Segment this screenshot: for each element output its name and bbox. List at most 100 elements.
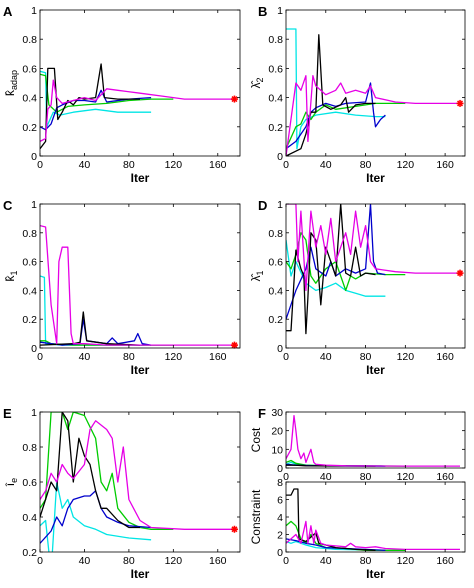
series-line-1: [286, 540, 386, 551]
axis-frame: [285, 9, 466, 157]
series-line-3: [40, 89, 152, 131]
y-tick-label: 0.2: [22, 314, 37, 326]
y-tick-label: 0: [277, 151, 283, 163]
x-tick-label: 40: [79, 555, 91, 567]
x-tick-label: 120: [165, 555, 183, 567]
y-tick-label: 0.2: [22, 122, 37, 134]
y-tick-label: 6: [277, 495, 283, 507]
y-axis-label: λ̂2: [249, 77, 265, 88]
x-tick-label: 40: [320, 471, 332, 483]
axis-frame: [285, 411, 466, 469]
chart-panel-f-constraint: 0 40 80 120 160 0 2 4 6 8 Iter Constraint: [249, 477, 466, 581]
y-tick-label: 0: [31, 151, 37, 163]
y-axis-label: Cost: [249, 427, 263, 452]
x-tick-label: 120: [397, 555, 415, 567]
series-line-5: [40, 79, 235, 142]
chart-panel-d: 0 40 80 120 160 0 0.2 0.4 0.6 0.8 1 Iter λ̂1 D: [249, 198, 466, 377]
y-tick-label: 0.4: [268, 93, 283, 105]
series-line-4: [286, 204, 376, 335]
y-tick-label: 0: [277, 547, 283, 559]
y-tick-label: 0: [277, 463, 283, 475]
y-axis-label: îe: [3, 478, 19, 487]
y-tick-label: 0.8: [268, 228, 283, 240]
y-axis-label: Constraint: [249, 489, 263, 544]
series-line-1: [40, 481, 152, 552]
axis-frame: [285, 203, 466, 349]
x-tick-label: 160: [436, 555, 454, 567]
panel-letter: B: [258, 4, 267, 19]
y-tick-label: 0.6: [268, 63, 283, 75]
y-tick-label: 0.8: [268, 34, 283, 46]
y-tick-label: 0.2: [22, 547, 37, 559]
x-tick-label: 120: [397, 471, 415, 483]
series-line-5: [286, 204, 460, 292]
x-axis-label: Iter: [131, 363, 150, 377]
x-tick-label: 80: [123, 159, 135, 171]
x-tick-label: 120: [165, 159, 183, 171]
x-tick-label: 0: [283, 159, 289, 171]
y-tick-label: 10: [271, 444, 283, 456]
y-tick-label: 0: [277, 343, 283, 355]
series-line-5: [286, 75, 460, 156]
x-tick-label: 120: [397, 351, 415, 363]
chart-panel-c: 0 40 80 120 160 0 0.2 0.4 0.6 0.8 1 Iter k̂1 C: [3, 198, 241, 377]
x-tick-label: 160: [209, 159, 227, 171]
x-tick-label: 120: [165, 351, 183, 363]
x-tick-label: 80: [360, 555, 372, 567]
series-line-4: [40, 412, 140, 529]
chart-panel-e: 0 40 80 120 160 0.2 0.4 0.6 0.8 1 Iter îe E: [3, 406, 241, 581]
y-axis-label: k̂adap: [3, 70, 19, 96]
x-tick-label: 160: [436, 471, 454, 483]
panel-letter: C: [3, 198, 13, 213]
series-line-2: [40, 412, 174, 530]
y-tick-label: 0.6: [268, 257, 283, 269]
y-axis-label: λ̂1: [249, 270, 265, 281]
series-line-4: [40, 63, 140, 150]
x-tick-label: 80: [360, 471, 372, 483]
y-tick-label: 8: [277, 477, 283, 489]
x-tick-label: 0: [37, 159, 43, 171]
x-axis-label: Iter: [366, 171, 385, 185]
y-tick-label: 0: [31, 343, 37, 355]
y-tick-label: 0.8: [22, 34, 37, 46]
x-tick-label: 80: [360, 351, 372, 363]
end-marker: [230, 525, 238, 533]
y-tick-label: 0.2: [268, 122, 283, 134]
x-tick-label: 160: [436, 351, 454, 363]
x-tick-label: 0: [283, 471, 289, 483]
x-tick-label: 80: [123, 351, 135, 363]
y-tick-label: 0.8: [22, 442, 37, 454]
end-marker: [230, 95, 238, 103]
y-tick-label: 1: [31, 199, 37, 211]
x-axis-label: Iter: [131, 567, 150, 581]
y-tick-label: 1: [31, 5, 37, 17]
chart-panel-a: 0 40 80 120 160 0 0.2 0.4 0.6 0.8 1 Iter k̂adap A: [3, 4, 241, 185]
x-tick-label: 120: [397, 159, 415, 171]
x-axis-label: Iter: [366, 363, 385, 377]
panel-letter: E: [3, 406, 12, 421]
y-tick-label: 0.4: [22, 512, 37, 524]
x-tick-label: 0: [283, 351, 289, 363]
x-tick-label: 80: [360, 159, 372, 171]
y-tick-label: 0.8: [22, 228, 37, 240]
panel-letter: D: [258, 198, 267, 213]
series-line-2: [286, 520, 406, 551]
end-marker: [456, 99, 464, 107]
x-tick-label: 40: [320, 555, 332, 567]
panel-letter: F: [258, 406, 266, 421]
y-tick-label: 0.4: [22, 93, 37, 105]
y-tick-label: 1: [277, 5, 283, 17]
y-tick-label: 0.4: [22, 285, 37, 297]
y-tick-label: 4: [277, 512, 283, 524]
panel-letter: A: [3, 4, 13, 19]
y-tick-label: 0.4: [268, 285, 283, 297]
series-line-3: [40, 490, 152, 544]
chart-panel-f-cost: 0 40 80 120 160 0 10 20 30 Cost F: [249, 406, 466, 483]
x-tick-label: 0: [283, 555, 289, 567]
x-tick-label: 40: [320, 351, 332, 363]
chart-panel-b: 0 40 80 120 160 0 0.2 0.4 0.6 0.8 1 Iter λ̂2 B: [249, 4, 466, 185]
series-line-5: [286, 520, 460, 551]
x-tick-label: 160: [209, 351, 227, 363]
x-tick-label: 0: [37, 555, 43, 567]
